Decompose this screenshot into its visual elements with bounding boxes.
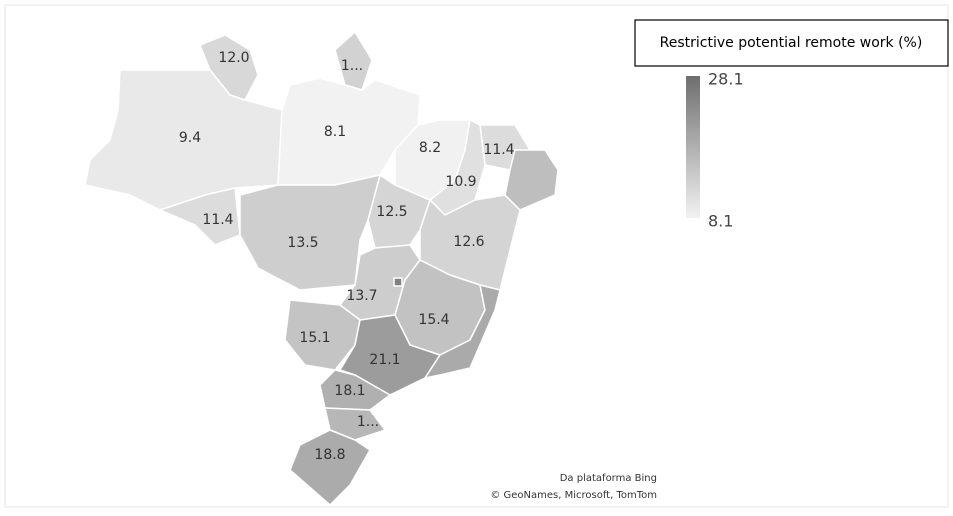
- attribution: Da plataforma Bing: [560, 473, 657, 484]
- regions: [84, 30, 559, 507]
- region-label: 18.8: [314, 447, 345, 463]
- region: [239, 173, 382, 291]
- attribution: © GeoNames, Microsoft, TomTom: [490, 490, 657, 501]
- region-label: 8.1: [324, 124, 346, 140]
- region: [289, 429, 371, 507]
- region-label: 11.4: [483, 142, 514, 158]
- region: [284, 299, 361, 371]
- region-label: 10.9: [445, 174, 476, 190]
- region-label: 1...: [357, 414, 379, 430]
- region: [504, 149, 559, 211]
- region-label: 9.4: [179, 130, 201, 146]
- region-label: 12.6: [453, 234, 484, 250]
- region-label: 13.7: [346, 288, 377, 304]
- region: [367, 173, 431, 249]
- region: [423, 283, 501, 380]
- region-label: 11.4: [202, 212, 233, 228]
- region-label: 15.1: [299, 330, 330, 346]
- region: [419, 194, 521, 291]
- region-label: 1...: [341, 58, 363, 74]
- region: [334, 30, 373, 91]
- region-label: 8.2: [419, 140, 441, 156]
- legend-bar: [686, 76, 700, 218]
- region-label: 12.0: [218, 50, 249, 66]
- region: [324, 407, 387, 441]
- region: [338, 314, 442, 396]
- region-label: 18.1: [334, 383, 365, 399]
- legend-min: 8.1: [708, 212, 733, 231]
- region: [393, 277, 403, 287]
- title-box: [634, 19, 949, 67]
- region-label: 21.1: [369, 352, 400, 368]
- chart-title: Restrictive potential remote work (%): [660, 35, 923, 51]
- region-label: 15.4: [418, 312, 449, 328]
- region-label: 12.5: [376, 204, 407, 220]
- legend-max: 28.1: [708, 70, 744, 89]
- region-label: 13.5: [287, 235, 318, 251]
